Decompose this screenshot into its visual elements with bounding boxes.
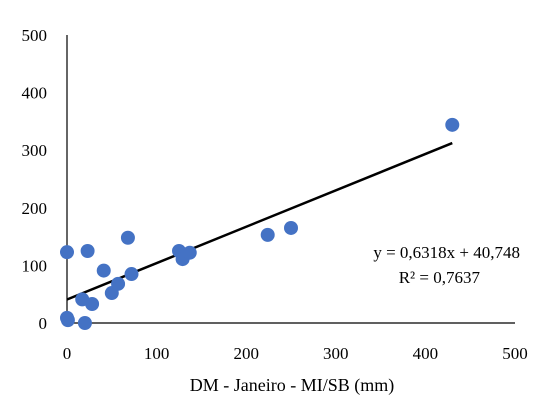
y-tick-label: 200 — [22, 199, 48, 218]
x-tick-label: 200 — [233, 344, 259, 363]
data-point — [284, 220, 298, 235]
x-tick-label: 300 — [323, 344, 349, 363]
x-tick-labels: 0 100 200 300 400 500 — [63, 344, 528, 363]
data-point — [96, 263, 111, 278]
trendline — [66, 141, 453, 301]
data-point — [77, 316, 92, 330]
data-point — [60, 245, 74, 260]
data-point — [124, 267, 139, 282]
data-point — [182, 245, 197, 260]
trendline-r-squared: R² = 0,7637 — [399, 268, 481, 287]
y-tick-label: 100 — [22, 256, 48, 275]
data-point — [120, 230, 135, 245]
trendline-equation: y = 0,6318x + 40,748 — [373, 243, 520, 262]
data-point — [80, 244, 95, 258]
x-tick-label: 0 — [63, 344, 72, 363]
data-point — [60, 313, 75, 328]
x-axis-title: DM - Janeiro - MI/SB (mm) — [190, 375, 394, 396]
data-point — [445, 117, 460, 132]
data-point — [260, 227, 275, 242]
y-tick-labels: 0 100 200 300 400 500 — [22, 26, 48, 333]
y-tick-label: 0 — [39, 314, 48, 333]
y-tick-label: 300 — [22, 141, 48, 160]
x-tick-label: 400 — [413, 344, 439, 363]
data-point — [85, 296, 100, 311]
y-tick-label: 500 — [22, 26, 48, 45]
y-tick-label: 400 — [22, 84, 48, 103]
x-tick-label: 500 — [502, 344, 528, 363]
data-point — [111, 276, 126, 291]
x-tick-label: 100 — [144, 344, 170, 363]
data-points — [60, 117, 460, 330]
